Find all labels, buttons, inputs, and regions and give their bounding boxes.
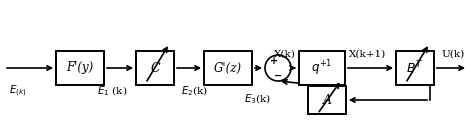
Text: +: + [270, 56, 278, 66]
Bar [204, 51, 252, 85]
Bar [308, 86, 346, 114]
Text: X(k+1): X(k+1) [349, 50, 387, 59]
Bar [299, 51, 345, 85]
Text: C: C [150, 61, 160, 75]
Text: G'(z): G'(z) [214, 61, 242, 75]
Text: X(k): X(k) [274, 50, 296, 59]
Text: A: A [322, 94, 331, 106]
Text: $E_2$(k): $E_2$(k) [181, 84, 209, 98]
Text: $E_1$ (k): $E_1$ (k) [97, 84, 127, 98]
Bar [56, 51, 104, 85]
Text: F'(y): F'(y) [67, 61, 93, 75]
Bar [136, 51, 174, 85]
Text: U(k): U(k) [441, 50, 464, 59]
Bar [396, 51, 434, 85]
Text: $E_{(k)}$: $E_{(k)}$ [9, 84, 27, 99]
Text: $E_3$(k): $E_3$(k) [244, 92, 271, 106]
Text: $q^{+1}$: $q^{+1}$ [312, 58, 333, 78]
Text: $B^T$: $B^T$ [406, 60, 424, 76]
Text: −: − [274, 71, 282, 81]
